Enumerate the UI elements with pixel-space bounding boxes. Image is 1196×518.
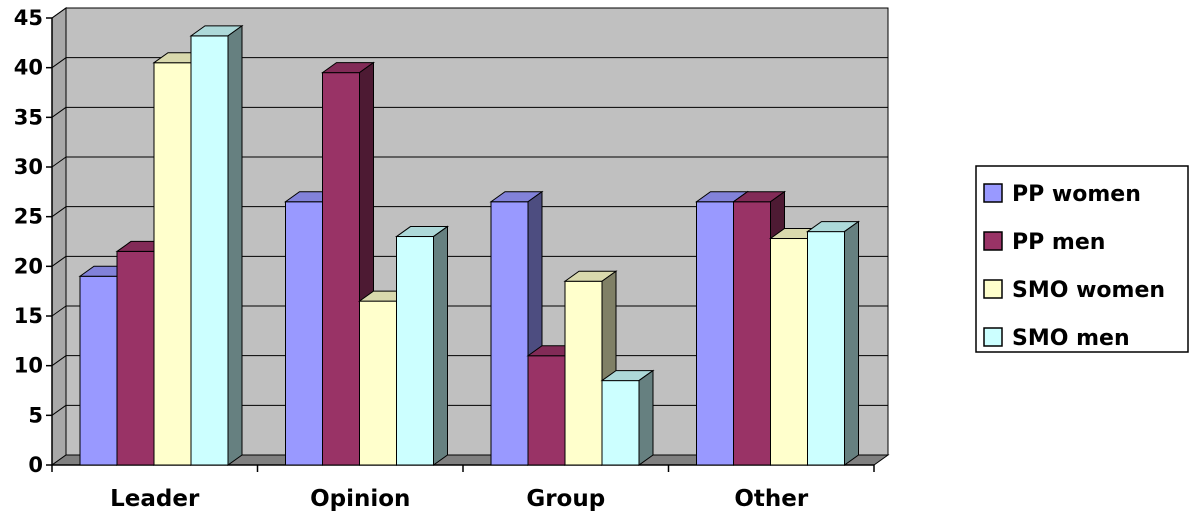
gridline-side bbox=[51, 355, 67, 367]
x-axis-category-labels: Leader Opinion Group Other bbox=[110, 486, 809, 512]
y-tick-label: 40 bbox=[14, 56, 43, 80]
legend-swatch bbox=[983, 279, 1003, 299]
gridline-side bbox=[51, 206, 67, 218]
y-axis-tick-labels: 0 5 10 15 20 25 30 35 40 45 bbox=[14, 6, 43, 477]
gridline-side bbox=[51, 404, 67, 416]
bar-group-smo-men bbox=[600, 369, 655, 466]
gridline-side bbox=[51, 156, 67, 168]
x-category-label: Leader bbox=[110, 486, 200, 512]
legend-swatch bbox=[983, 231, 1003, 251]
bar-other-smo-men bbox=[805, 220, 861, 466]
y-tick-label: 5 bbox=[28, 403, 43, 427]
x-category-label: Group bbox=[526, 486, 605, 512]
legend-box bbox=[975, 165, 1189, 353]
legend: PP women PP men SMO women SMO men bbox=[975, 165, 1189, 353]
bar-opinion-smo-men bbox=[394, 225, 450, 466]
y-tick-label: 10 bbox=[14, 354, 43, 378]
legend-label: PP men bbox=[1012, 230, 1105, 255]
gridline-side bbox=[51, 7, 67, 19]
y-tick-label: 30 bbox=[14, 155, 43, 179]
gridline-side bbox=[51, 255, 67, 267]
gridline-side bbox=[51, 57, 67, 69]
bars bbox=[78, 24, 861, 466]
legend-label: SMO women bbox=[1012, 278, 1165, 303]
gridline-side bbox=[51, 106, 67, 118]
legend-swatch bbox=[983, 183, 1003, 203]
legend-label: PP women bbox=[1012, 182, 1141, 207]
y-tick-label: 20 bbox=[14, 254, 43, 278]
x-category-label: Opinion bbox=[310, 486, 410, 512]
bar-leader-smo-men bbox=[189, 24, 244, 466]
x-category-label: Other bbox=[734, 486, 809, 512]
legend-label: SMO men bbox=[1012, 326, 1130, 351]
y-tick-label: 35 bbox=[14, 105, 43, 129]
y-tick-label: 45 bbox=[14, 6, 43, 30]
y-tick-label: 0 bbox=[28, 453, 43, 477]
y-tick-label: 25 bbox=[14, 205, 43, 229]
legend-swatch bbox=[983, 327, 1003, 347]
side-wall bbox=[51, 7, 67, 466]
gridline-side bbox=[51, 305, 67, 317]
y-tick-label: 15 bbox=[14, 304, 43, 328]
